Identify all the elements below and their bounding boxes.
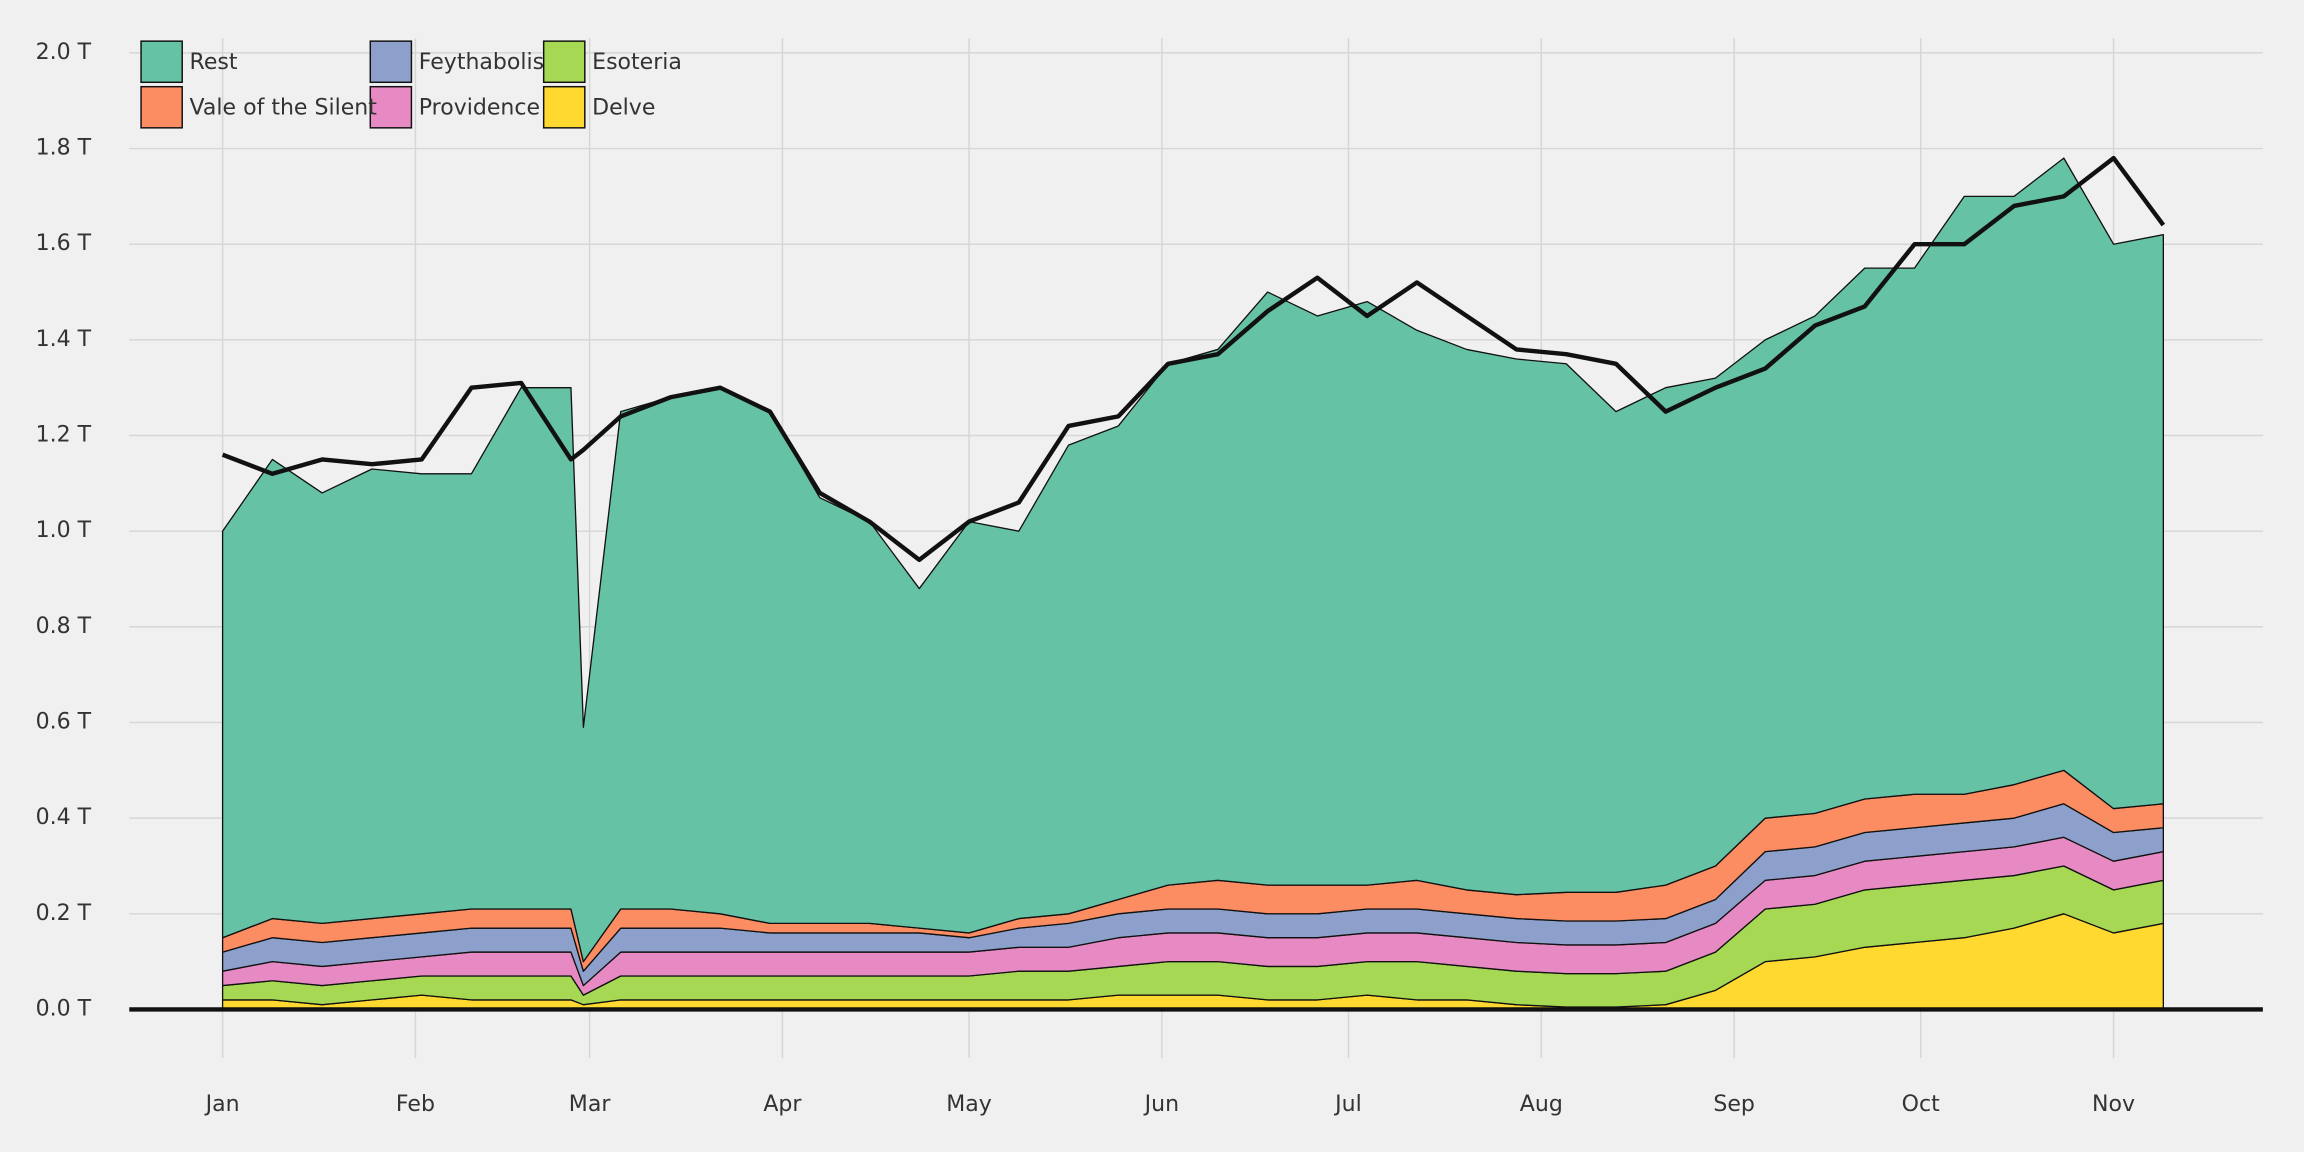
y-tick-label: 0.8 T: [36, 614, 92, 639]
y-tick-label: 0.2 T: [36, 901, 92, 926]
legend-label: Vale of the Silent: [190, 96, 378, 121]
x-tick-label: Oct: [1902, 1092, 1940, 1117]
y-tick-label: 1.8 T: [36, 136, 92, 161]
x-tick-label: Jul: [1333, 1092, 1362, 1117]
x-tick-label: Mar: [569, 1092, 612, 1117]
legend-swatch: [369, 40, 413, 84]
x-tick-label: Apr: [763, 1092, 802, 1117]
legend-label: Esoteria: [592, 50, 682, 75]
y-tick-label: 1.4 T: [36, 327, 92, 352]
legend-swatch: [140, 85, 183, 129]
legend-swatch: [542, 40, 586, 84]
x-tick-label: Aug: [1520, 1092, 1563, 1117]
y-tick-label: 1.0 T: [36, 518, 92, 543]
y-tick-label: 1.6 T: [36, 231, 92, 256]
legend-label: Providence: [419, 96, 540, 121]
x-tick-label: May: [946, 1092, 992, 1117]
y-tick-label: 2.0 T: [36, 40, 92, 65]
legend-swatch: [542, 85, 586, 129]
legend-label: Rest: [190, 50, 238, 75]
y-tick-label: 1.2 T: [36, 423, 92, 448]
x-tick-label: Feb: [396, 1092, 435, 1117]
x-tick-label: Nov: [2092, 1092, 2135, 1117]
y-tick-label: 0.0 T: [36, 996, 92, 1021]
x-tick-label: Sep: [1713, 1092, 1755, 1117]
legend-label: Feythabolis: [419, 50, 544, 75]
y-tick-label: 0.6 T: [36, 709, 92, 734]
x-tick-label: Jan: [204, 1092, 240, 1117]
y-tick-label: 0.4 T: [36, 805, 92, 830]
trend-line: [221, 155, 2166, 563]
legend-label: Delve: [592, 96, 655, 121]
legend-swatch: [140, 40, 183, 84]
x-tick-label: Jun: [1143, 1092, 1179, 1117]
legend-swatch: [369, 85, 413, 129]
